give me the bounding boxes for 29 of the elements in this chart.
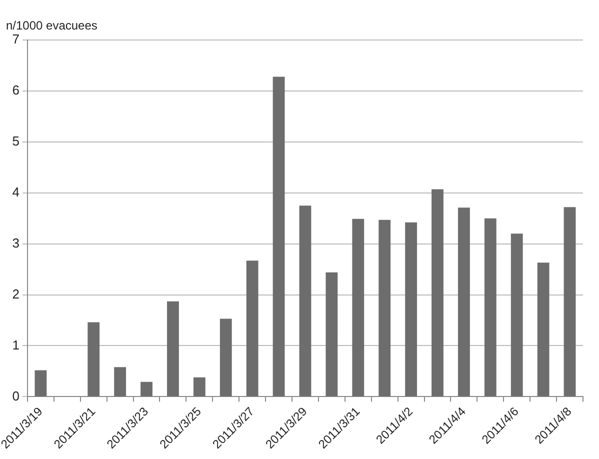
bar — [484, 218, 496, 396]
bar — [352, 218, 364, 396]
y-tick-label: 1 — [12, 337, 20, 352]
bar — [114, 367, 126, 396]
bar — [34, 370, 47, 396]
bar — [432, 189, 444, 396]
y-tick-label: 3 — [12, 235, 20, 250]
bar — [510, 234, 523, 396]
y-tick-label: 5 — [12, 133, 20, 148]
bar — [193, 377, 206, 396]
bar — [405, 222, 417, 396]
y-axis-title: n/1000 evacuees — [6, 18, 98, 32]
y-tick-label: 2 — [12, 286, 20, 302]
bar — [326, 272, 338, 396]
bar — [378, 220, 391, 396]
y-tick-label: 6 — [12, 82, 20, 98]
y-tick-label: 7 — [12, 32, 20, 47]
bar — [299, 206, 312, 396]
y-tick-label: 4 — [12, 184, 20, 200]
bar — [140, 382, 152, 396]
bar — [564, 207, 576, 396]
bar — [458, 208, 470, 396]
bar — [220, 318, 232, 396]
y-tick-label: 0 — [12, 388, 20, 404]
bar — [88, 322, 100, 396]
bar — [272, 76, 285, 396]
bar — [537, 262, 550, 396]
bar — [167, 301, 179, 396]
bar — [246, 260, 258, 396]
